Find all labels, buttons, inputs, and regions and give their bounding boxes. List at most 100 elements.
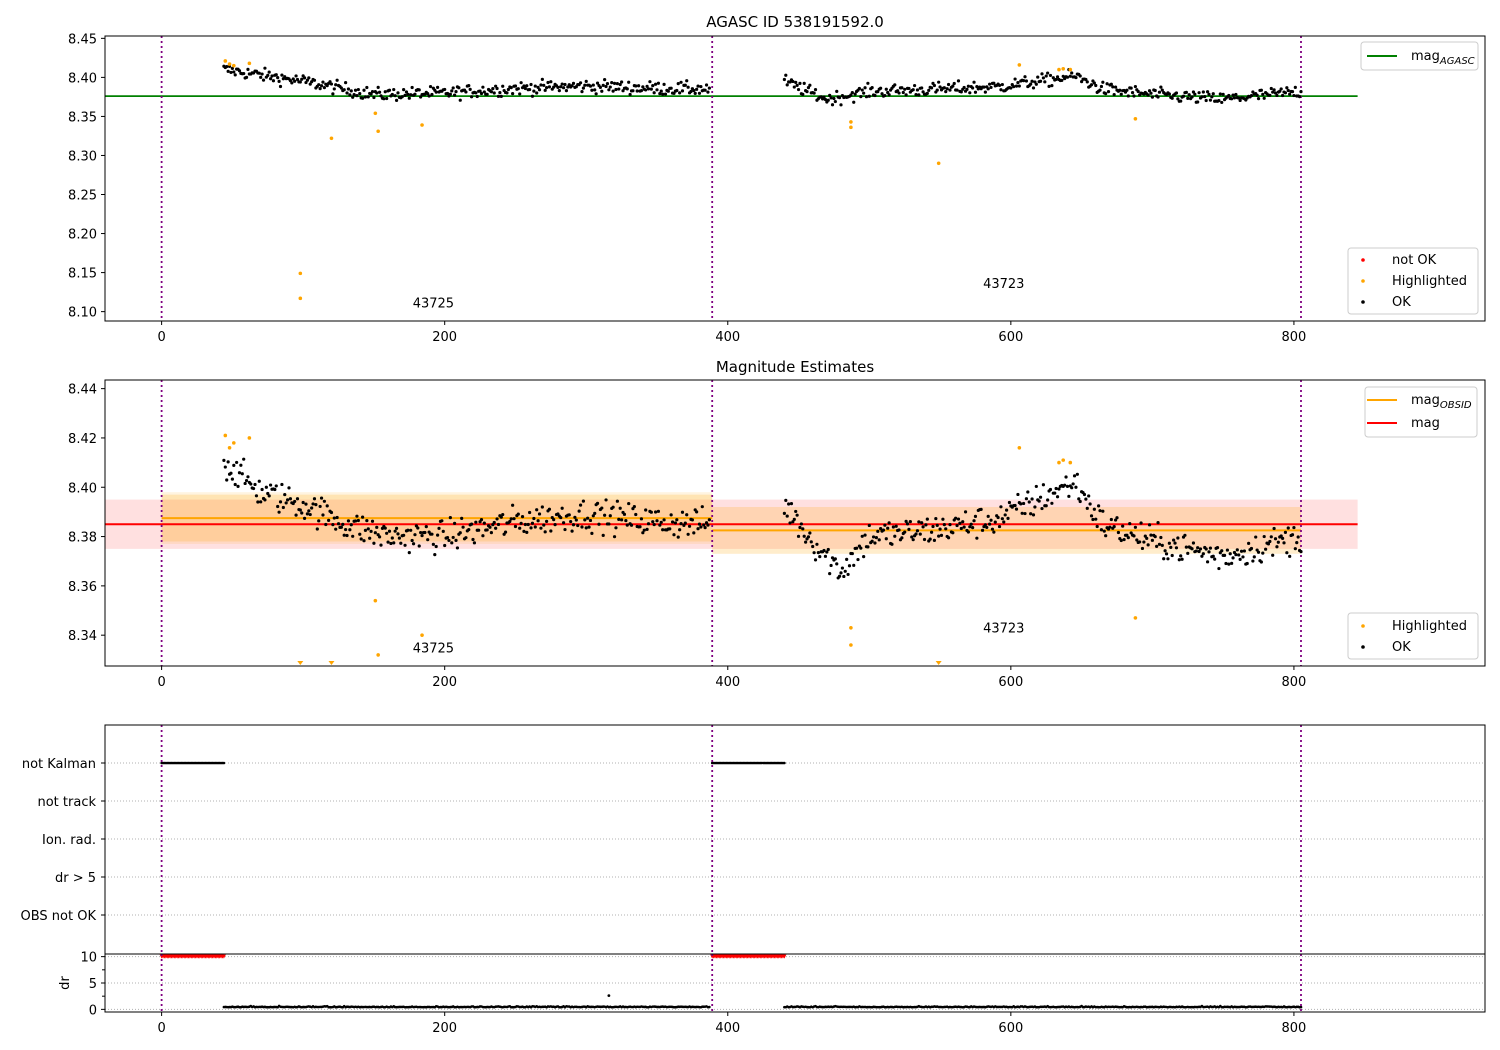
ok-point	[1040, 506, 1044, 511]
ok-point	[1155, 544, 1159, 549]
ok-point	[1170, 553, 1174, 558]
ok-point	[1194, 549, 1198, 553]
ok-point	[962, 525, 966, 529]
ok-point	[293, 79, 297, 83]
ok-point	[884, 87, 888, 91]
ok-point	[934, 516, 938, 521]
ok-point	[866, 545, 870, 549]
ok-point	[453, 521, 457, 525]
highlighted-point	[1017, 446, 1022, 450]
ok-point	[375, 525, 379, 529]
highlighted-point	[1017, 63, 1022, 67]
ok-point	[1088, 502, 1092, 506]
ok-point	[952, 81, 956, 86]
ok-point	[794, 80, 798, 84]
ok-point	[496, 522, 501, 527]
y-tick-label: 8.25	[68, 189, 97, 204]
mag-agasc-panel: 43725 43723 0 200 400 600 800 8.10 8.15 8.20 8.25 8…	[68, 32, 1486, 345]
ok-point	[961, 520, 965, 524]
ok-point	[460, 516, 464, 521]
ok-point	[419, 530, 423, 535]
ok-point	[655, 519, 659, 523]
legend-dot-swatch	[1361, 645, 1365, 649]
ok-point	[437, 526, 441, 530]
ok-point	[805, 90, 809, 94]
flag-point	[783, 761, 786, 765]
highlighted-point	[247, 436, 252, 440]
ok-point	[1283, 530, 1288, 534]
highlighted-point	[1057, 460, 1061, 465]
ok-point	[394, 98, 399, 102]
ok-point	[1138, 540, 1142, 544]
x-tick-label: 0	[157, 330, 165, 345]
ok-point	[1174, 91, 1179, 95]
highlighted-point	[376, 653, 380, 657]
flags-panel: not Kalman not track Ion. rad. dr > 5 OBS no…	[21, 724, 1486, 955]
ok-point	[436, 533, 440, 537]
ok-point	[583, 518, 587, 522]
ok-point	[670, 520, 675, 524]
ok-point	[310, 80, 314, 84]
ok-point	[1179, 99, 1183, 103]
ok-point	[1204, 98, 1208, 103]
ok-point	[595, 81, 600, 85]
ok-point	[656, 81, 661, 85]
ok-point	[692, 531, 696, 535]
ok-point	[552, 85, 556, 89]
ok-point	[617, 517, 621, 521]
ok-point	[680, 89, 685, 93]
ok-point	[782, 511, 786, 515]
ok-point	[1033, 505, 1037, 509]
ok-point	[1078, 499, 1082, 504]
ok-point	[1242, 549, 1246, 553]
ok-point	[1116, 530, 1121, 535]
ok-point	[270, 74, 274, 78]
ok-point	[607, 88, 611, 92]
ok-point	[649, 510, 653, 514]
ok-point	[887, 93, 891, 97]
ok-point	[1067, 494, 1071, 498]
ok-point	[1085, 80, 1089, 84]
ok-point	[505, 91, 509, 95]
ok-point	[905, 522, 910, 526]
ok-point	[700, 505, 704, 509]
ok-point	[697, 91, 702, 95]
ok-point	[956, 79, 961, 83]
ok-point	[314, 503, 318, 507]
ok-point	[339, 86, 343, 90]
ok-point	[591, 514, 595, 518]
ok-point	[1024, 79, 1029, 83]
ok-point	[1136, 89, 1140, 94]
ok-point	[1285, 551, 1289, 555]
ok-point	[908, 520, 912, 524]
y-tick-label: 8.15	[68, 267, 97, 282]
ok-point	[577, 509, 581, 513]
ok-point	[469, 95, 474, 99]
ok-point	[1105, 82, 1109, 86]
ok-point	[614, 87, 618, 92]
ok-point	[394, 526, 399, 530]
ok-point	[980, 528, 985, 532]
ok-point	[942, 523, 946, 527]
ok-point	[1031, 86, 1036, 90]
ok-point	[382, 97, 386, 101]
ok-point	[857, 86, 862, 91]
ok-point	[1084, 77, 1088, 82]
ok-point	[672, 533, 676, 537]
ok-point	[946, 82, 951, 87]
ok-point	[427, 94, 431, 98]
ok-point	[271, 79, 276, 83]
ok-point	[556, 85, 560, 89]
ok-point	[843, 569, 847, 573]
capped-dr-marker	[221, 954, 226, 959]
ok-point	[349, 89, 353, 93]
ok-point	[240, 472, 244, 476]
ok-point	[1106, 90, 1111, 94]
ok-point	[652, 91, 656, 95]
ok-point	[361, 96, 365, 100]
ok-point	[426, 92, 430, 96]
ok-point	[673, 521, 678, 525]
ok-point	[358, 532, 362, 536]
ok-point	[959, 90, 963, 94]
ok-point	[601, 83, 605, 87]
